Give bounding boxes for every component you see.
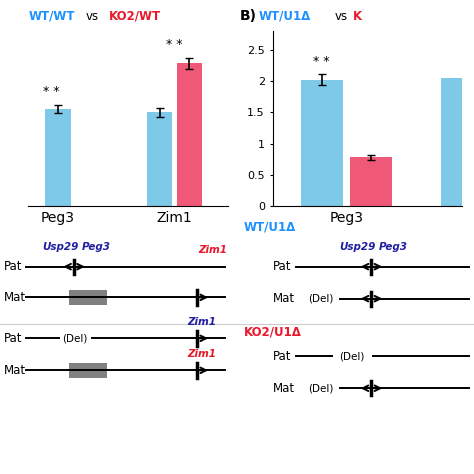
Text: * *: * * xyxy=(166,38,183,52)
Bar xyxy=(69,363,107,378)
Text: Zim1: Zim1 xyxy=(198,245,227,255)
Text: Pat: Pat xyxy=(4,260,22,273)
Text: Pat: Pat xyxy=(4,332,22,345)
Text: Pat: Pat xyxy=(273,350,291,363)
Text: Mat: Mat xyxy=(273,382,295,395)
Bar xyxy=(350,157,392,206)
Text: K: K xyxy=(353,10,362,23)
Text: Peg3: Peg3 xyxy=(82,242,110,252)
Text: * *: * * xyxy=(43,85,60,99)
Text: Mat: Mat xyxy=(4,364,26,377)
Text: Mat: Mat xyxy=(273,292,295,305)
Text: KO2/WT: KO2/WT xyxy=(109,10,161,23)
Text: (Del): (Del) xyxy=(309,383,334,393)
Text: (Del): (Del) xyxy=(309,294,334,304)
Text: vs: vs xyxy=(85,10,99,23)
Bar xyxy=(69,290,107,305)
Text: * *: * * xyxy=(313,55,330,68)
Text: Zim1: Zim1 xyxy=(187,317,216,327)
Text: WT/WT: WT/WT xyxy=(28,10,75,23)
Text: WT/U1Δ: WT/U1Δ xyxy=(244,221,296,234)
Bar xyxy=(177,64,202,206)
Bar xyxy=(301,80,343,206)
Text: KO2/U1Δ: KO2/U1Δ xyxy=(244,326,302,339)
Bar xyxy=(147,112,173,206)
Text: Usp29: Usp29 xyxy=(340,242,376,252)
Text: WT/U1Δ: WT/U1Δ xyxy=(258,10,310,23)
Text: B): B) xyxy=(239,9,256,23)
Text: (Del): (Del) xyxy=(339,351,365,361)
Text: Zim1: Zim1 xyxy=(187,349,216,359)
Bar xyxy=(46,109,71,206)
Text: Pat: Pat xyxy=(273,260,291,273)
Text: Mat: Mat xyxy=(4,291,26,304)
Text: Peg3: Peg3 xyxy=(379,242,408,252)
Text: Usp29: Usp29 xyxy=(42,242,79,252)
Text: vs: vs xyxy=(334,10,347,23)
Text: (Del): (Del) xyxy=(62,333,87,343)
Bar xyxy=(441,78,474,206)
